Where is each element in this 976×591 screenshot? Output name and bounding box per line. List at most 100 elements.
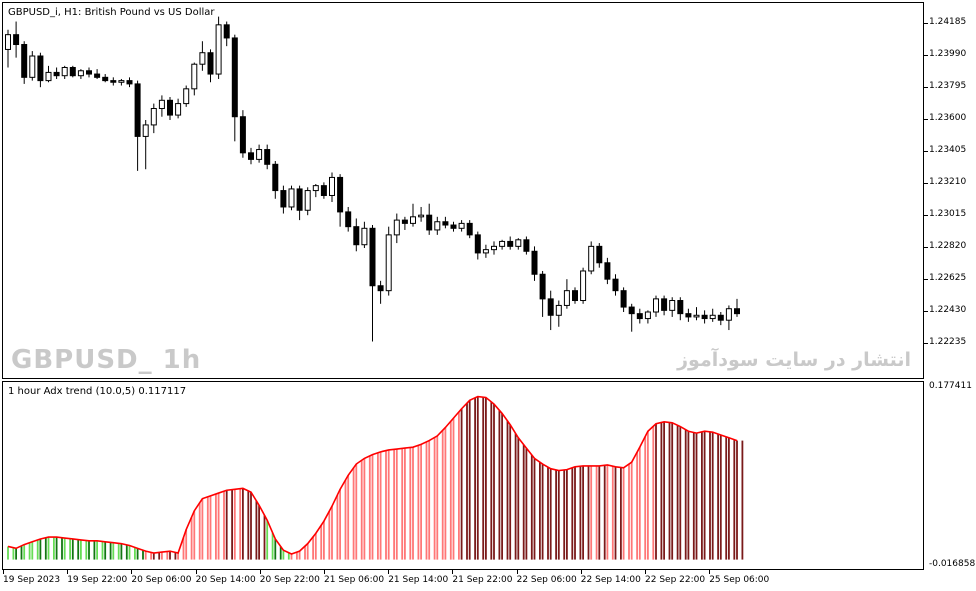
bear-candle-body [661, 298, 668, 311]
candle [410, 203, 416, 227]
bull-candle-body [709, 314, 716, 320]
candle [734, 298, 740, 317]
price-tick-mark [924, 215, 928, 216]
candle [393, 213, 400, 244]
price-tick-mark [924, 279, 928, 280]
bull-candle-body [304, 190, 311, 211]
candle [37, 52, 44, 88]
candle [320, 182, 327, 199]
candle [5, 29, 11, 68]
time-tick-mark [131, 570, 133, 574]
candle [215, 16, 222, 79]
candle [329, 172, 335, 203]
bear-candle-body [466, 222, 473, 236]
candlestick-chart[interactable] [3, 3, 923, 378]
candle [709, 308, 716, 322]
time-tick-label: 21 Sep 06:00 [324, 575, 385, 585]
candle [563, 279, 570, 309]
candle [685, 308, 692, 322]
candle [499, 239, 506, 250]
bull-candle-body [158, 99, 165, 110]
candle [458, 220, 465, 232]
time-tick-mark [645, 570, 646, 574]
bear-candle-body [86, 70, 92, 75]
bull-candle-body [150, 108, 157, 126]
candle [13, 21, 20, 58]
time-tick-label: 19 Sep 2023 [3, 575, 61, 585]
indicator-pane[interactable]: 1 hour Adx trend (10.0,5) 0.117117 [2, 381, 924, 570]
candle [531, 246, 538, 281]
price-tick-label: 1.22625 [929, 273, 967, 283]
candle [482, 244, 489, 258]
price-tick-mark [924, 23, 928, 24]
candle [86, 67, 92, 78]
bull-candle-body [588, 245, 595, 272]
bear-candle-body [474, 234, 481, 254]
price-tick-label: 1.22820 [929, 241, 967, 251]
time-tick-label: 21 Sep 14:00 [388, 575, 449, 585]
bull-candle-body [555, 304, 562, 316]
bull-candle-body [491, 245, 497, 251]
candle [596, 243, 603, 268]
bear-candle-body [134, 83, 141, 137]
candle [385, 226, 392, 296]
candle [418, 206, 425, 222]
price-tick-label: 1.23015 [929, 209, 967, 219]
candle [296, 185, 303, 221]
bull-candle-body [288, 188, 295, 208]
bull-candle-body [644, 311, 651, 320]
bear-candle-body [126, 80, 133, 85]
bear-candle-body [296, 188, 303, 211]
candle [717, 312, 724, 326]
bear-candle-body [102, 76, 109, 82]
bear-candle-body [701, 314, 708, 320]
adx-histogram[interactable] [3, 382, 923, 569]
time-tick-label: 25 Sep 06:00 [709, 575, 770, 585]
candle [661, 295, 668, 316]
bull-candle-body [410, 216, 416, 224]
indicator-title: 1 hour Adx trend (10.0,5) 0.117117 [8, 386, 187, 397]
candle [547, 290, 554, 331]
bear-candle-body [734, 308, 740, 315]
symbol-watermark: GBPUSD_ 1h [11, 345, 202, 375]
bull-candle-body [385, 234, 392, 292]
bull-candle-body [256, 149, 263, 160]
candle [353, 218, 360, 252]
candle [361, 221, 368, 248]
price-tick-label: 1.22235 [929, 337, 967, 347]
candle [53, 67, 60, 79]
bear-candle-body [320, 185, 327, 196]
price-tick-label: 1.23990 [929, 49, 967, 59]
bull-candle-body [361, 227, 368, 246]
bull-candle-body [29, 55, 36, 78]
candle [256, 144, 263, 163]
bear-candle-body [69, 66, 76, 77]
symbol-title: GBPUSD_i, H1: British Pound vs US Dollar [8, 7, 215, 18]
bear-candle-body [523, 239, 530, 252]
candle [134, 80, 141, 171]
candle [507, 236, 514, 250]
candle [110, 77, 117, 86]
candle [191, 62, 198, 96]
price-chart-pane[interactable]: GBPUSD_i, H1: British Pound vs US Dollar… [2, 2, 924, 379]
bear-candle-body [572, 290, 578, 302]
bear-candle-body [94, 73, 101, 78]
bear-candle-body [450, 224, 457, 229]
candle [183, 85, 190, 107]
candle [69, 65, 76, 78]
bull-candle-body [199, 52, 206, 65]
time-tick-label: 22 Sep 14:00 [580, 575, 641, 585]
candle [628, 303, 635, 332]
bear-candle-body [13, 34, 20, 46]
price-tick-label: 1.23600 [929, 113, 967, 123]
candle [669, 297, 676, 317]
bear-candle-body [37, 55, 44, 82]
time-tick-label: 22 Sep 22:00 [645, 575, 706, 585]
bear-candle-body [272, 163, 279, 192]
bull-candle-body [183, 88, 190, 105]
bear-candle-body [507, 240, 514, 247]
candle [725, 305, 732, 331]
candle [653, 295, 659, 317]
candle [604, 257, 611, 285]
bear-candle-body [280, 190, 287, 208]
